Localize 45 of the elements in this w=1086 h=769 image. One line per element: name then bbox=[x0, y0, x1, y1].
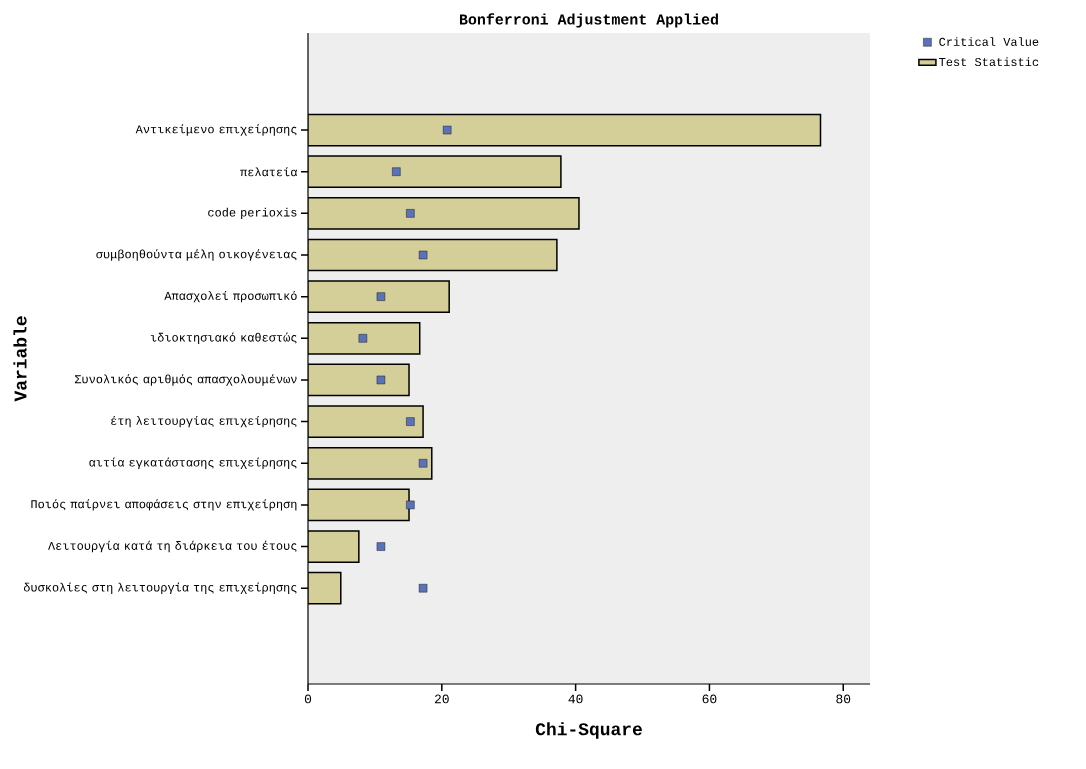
point bbox=[376, 542, 386, 551]
legend-label: Critical Value bbox=[939, 37, 1039, 46]
chart-title: Bonferroni Adjustment Applied bbox=[459, 13, 718, 28]
y-tick-label: έτη λειτουργίας επιχείρησης bbox=[111, 415, 297, 428]
point bbox=[358, 334, 368, 343]
point bbox=[418, 584, 428, 593]
y-tick-label: δυσκολίες στη λειτουργία της επιχείρησης bbox=[23, 582, 297, 594]
legend-label: Test Statistic bbox=[939, 57, 1039, 67]
y-tick-label: αιτία εγκατάστασης επιχείρησης bbox=[89, 457, 297, 469]
point bbox=[418, 459, 428, 468]
y-tick-label: Συνολικός αριθμός απασχολουμένων bbox=[74, 374, 297, 386]
bar bbox=[308, 363, 410, 397]
point bbox=[392, 167, 401, 176]
point bbox=[406, 500, 415, 510]
bar bbox=[308, 321, 421, 355]
y-tick-label: Λειτουργία κατά τη διάρκεια του έτους bbox=[48, 540, 297, 553]
bar bbox=[308, 238, 558, 272]
x-tick-label: 40 bbox=[568, 694, 583, 704]
bar bbox=[308, 571, 342, 605]
x-axis-title: Chi-Square bbox=[535, 722, 642, 739]
bar bbox=[308, 405, 424, 438]
y-tick-label: Αντικείμενο επιχείρησης bbox=[135, 124, 297, 136]
x-tick-label: 20 bbox=[434, 694, 449, 704]
y-tick-label: code perioxis bbox=[208, 207, 297, 219]
point bbox=[406, 209, 415, 218]
x-tick-label: 0 bbox=[304, 694, 312, 704]
y-tick-label: Ποιός παίρνει αποφάσεις στην επιχείρηση bbox=[31, 499, 297, 511]
point bbox=[418, 250, 428, 260]
point bbox=[406, 417, 415, 426]
bar bbox=[308, 113, 822, 147]
x-tick-label: 60 bbox=[702, 694, 717, 704]
y-tick-label: ιδιοκτησιακό καθεστώς bbox=[150, 332, 297, 344]
bar bbox=[308, 488, 410, 522]
y-axis-title: Variable bbox=[13, 316, 27, 402]
y-tick-label: συμβοηθούντα μέλη οικογένειας bbox=[96, 249, 297, 261]
point bbox=[376, 292, 386, 301]
x-tick-label: 80 bbox=[836, 694, 851, 704]
point bbox=[376, 375, 386, 385]
bar bbox=[308, 280, 450, 314]
bar bbox=[308, 446, 433, 480]
point bbox=[442, 125, 452, 135]
bar bbox=[308, 155, 562, 189]
bar bbox=[308, 196, 580, 230]
y-tick-label: πελατεία bbox=[240, 167, 298, 177]
y-tick-label: Απασχολεί προσωπικό bbox=[164, 290, 297, 303]
